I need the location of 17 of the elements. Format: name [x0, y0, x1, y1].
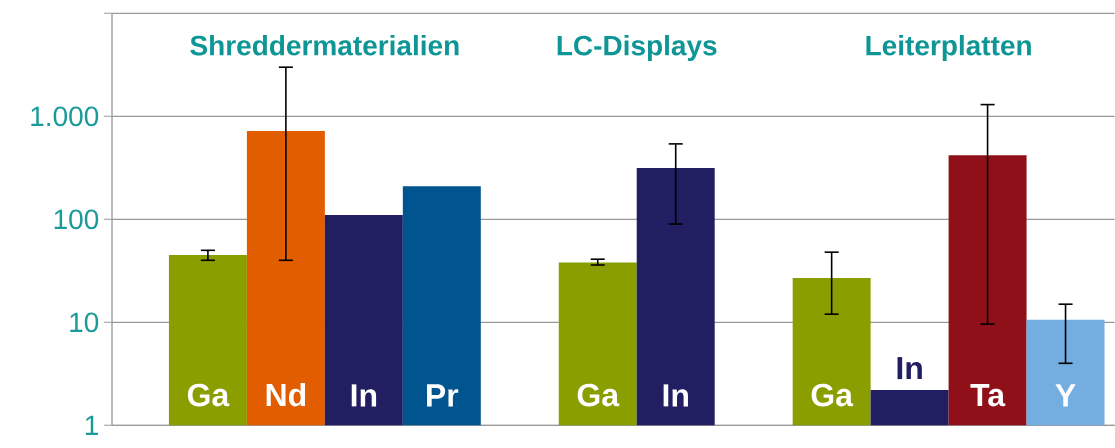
- x-tick-label: Y: [1055, 384, 1076, 407]
- annotation: Leiterplatten: [866, 34, 1031, 62]
- x-tick-label: In: [897, 357, 922, 380]
- x-tick-label: Ta: [970, 384, 1006, 407]
- x-tick-label: In: [351, 384, 377, 407]
- x-tick-label: Pr: [427, 384, 459, 407]
- x-tick-label: Ga: [811, 383, 854, 407]
- y-tick-label: 100: [54, 209, 99, 230]
- y-tick-label: 1.000: [31, 106, 99, 127]
- x-tick-label: In: [663, 384, 688, 407]
- y-tick-label: 10: [70, 312, 99, 333]
- x-tick-label: Nd: [266, 382, 306, 407]
- y-tick-label: 1: [85, 415, 98, 435]
- annotation: Shreddermaterialien: [190, 34, 459, 56]
- x-tick-label: Ga: [577, 383, 620, 407]
- x-tick-label: Ga: [187, 383, 230, 407]
- annotation: LC-Displays: [557, 34, 717, 62]
